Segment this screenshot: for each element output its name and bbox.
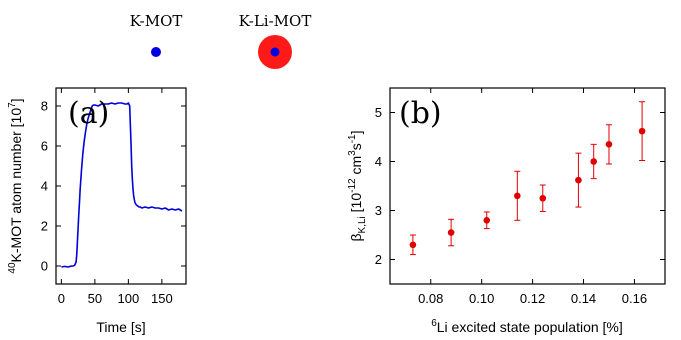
x-tick-label: 150 — [151, 291, 173, 306]
x-tick-label: 0.10 — [469, 291, 494, 306]
data-point — [590, 158, 598, 165]
atom-number-line — [61, 102, 183, 268]
ylabel-a-sup1: 40 — [7, 262, 18, 274]
panel-a-ylabel: 40K-MOT atom number [107] — [7, 98, 24, 273]
x-tick-label: 0.08 — [418, 291, 443, 306]
ylabel-b-s-exp: -1 — [347, 134, 358, 143]
ylabel-b-sub: K,Li — [357, 216, 368, 233]
data-point — [539, 194, 547, 202]
y-tick-label: 5 — [375, 105, 382, 120]
data-point — [447, 229, 455, 236]
panel-b-label: (b) — [399, 96, 442, 131]
data-point — [605, 141, 613, 148]
k-mot-dot — [151, 47, 161, 57]
panel-b-ticks: 0.08 0.10 0.12 0.14 0.16 2 3 4 5 — [375, 88, 665, 306]
x-tick-label: 0.12 — [520, 291, 545, 306]
data-point — [575, 176, 582, 184]
data-point — [483, 217, 491, 224]
ylabel-b-exp: -12 — [347, 178, 358, 193]
ylabel-b-bracket: [10 — [348, 193, 364, 217]
y-tick-label: 2 — [375, 252, 382, 267]
panel-b-ylabel: βK,Li [10-12 cm3s-1] — [347, 130, 368, 241]
panel-b-xlabel: 6Li excited state population [%] — [431, 318, 623, 335]
y-tick-label: 3 — [375, 203, 382, 218]
x-tick-label: 100 — [118, 291, 140, 306]
x-tick-label: 0.14 — [571, 291, 596, 306]
panel-b: 0.08 0.10 0.12 0.14 0.16 2 3 4 5 (b) 6Li excited… — [347, 87, 666, 335]
k-mot-dot-in-li — [270, 47, 280, 57]
panel-a-ticks: 0 50 100 150 0 2 4 6 8 — [41, 88, 186, 306]
x-tick-label: 50 — [88, 291, 102, 306]
data-point — [409, 241, 417, 249]
panel-b-frame — [389, 87, 666, 285]
y-tick-label: 4 — [375, 154, 382, 169]
ylabel-b-cm: cm — [348, 156, 364, 179]
ylabel-a-main: K-MOT atom number [10 — [8, 108, 24, 263]
y-tick-label: 6 — [41, 139, 48, 154]
panel-a-series — [61, 102, 183, 268]
ylabel-b-s: s — [348, 143, 364, 150]
x-tick-label: 0.16 — [622, 291, 647, 306]
xlabel-b-sup: 6 — [431, 318, 437, 329]
y-tick-label: 2 — [41, 219, 48, 234]
y-tick-label: 0 — [41, 259, 48, 274]
ylabel-a-sup2: 7 — [7, 102, 18, 108]
y-tick-label: 4 — [41, 179, 48, 194]
k-li-mot-label: K-Li-MOT — [239, 12, 312, 30]
xlabel-b-main: Li excited state population [%] — [437, 319, 623, 335]
ylabel-b-beta: β — [348, 233, 364, 241]
x-tick-label: 0 — [58, 291, 65, 306]
ylabel-b-close: ] — [348, 130, 364, 134]
data-point — [638, 127, 646, 135]
ylabel-b-cm-exp: 3 — [347, 150, 358, 156]
data-point — [514, 192, 521, 200]
panel-b-series — [409, 101, 646, 256]
k-mot-label: K-MOT — [130, 12, 183, 30]
panel-a-label: (a) — [68, 96, 109, 131]
panel-a-xlabel: Time [s] — [96, 319, 145, 335]
panel-a: 0 50 100 150 0 2 4 6 8 (a) Time [s] 40K-MOT atom… — [7, 87, 187, 335]
ylabel-a-close: ] — [8, 98, 24, 102]
y-tick-label: 8 — [41, 99, 48, 114]
